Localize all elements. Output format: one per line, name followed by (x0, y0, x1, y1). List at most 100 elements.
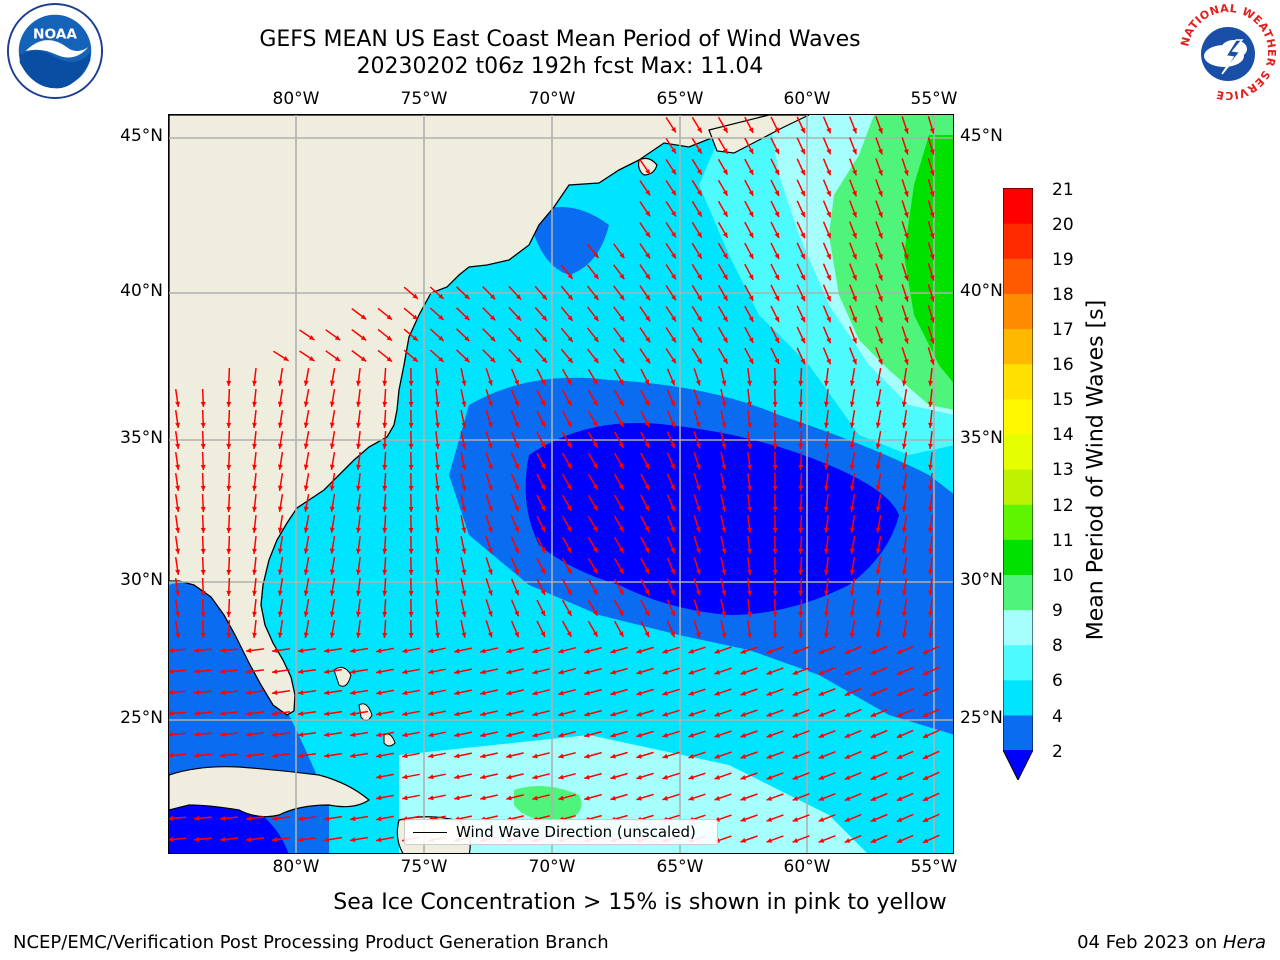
wind-wave-arrowhead (722, 148, 728, 154)
wind-wave-arrowhead (618, 505, 624, 511)
wind-wave-arrowhead (408, 590, 414, 596)
wind-wave-arrowhead (644, 505, 650, 511)
wind-wave-arrowhead (688, 795, 694, 801)
wind-wave-arrowhead (376, 690, 382, 696)
wind-wave-arrowhead (670, 526, 675, 533)
wind-wave-arrowhead (722, 211, 728, 217)
wind-wave-arrowhead (774, 211, 779, 218)
wind-wave-arrowhead (824, 506, 829, 512)
wind-wave-arrowhead (593, 315, 599, 322)
wind-wave-arrowhead (818, 733, 825, 738)
wind-wave-arrowhead (670, 568, 675, 575)
wind-wave-arrowhead (175, 464, 180, 470)
wind-wave-arrowhead (688, 774, 694, 780)
wind-wave-arrowhead (566, 526, 572, 532)
wind-wave-arrowhead (766, 712, 773, 717)
wind-wave-arrowhead (169, 752, 174, 758)
wind-wave-arrowhead (487, 443, 493, 449)
map-panel[interactable] (168, 114, 954, 854)
wind-wave-arrowhead (695, 611, 701, 617)
wind-wave-arrowhead (697, 316, 702, 322)
colorbar-block (1003, 188, 1033, 224)
wind-wave-arrowhead (220, 816, 226, 821)
wind-wave-arrowhead (800, 232, 805, 239)
wind-wave-arrowhead (220, 690, 226, 695)
wind-wave-arrowhead (532, 774, 538, 780)
wind-wave-arrowhead (532, 690, 538, 696)
wind-wave-arrowhead (464, 294, 470, 300)
wind-wave-arrowhead (246, 837, 252, 842)
wind-wave-arrowhead (662, 732, 668, 738)
wind-wave-arrowhead (818, 670, 825, 675)
colorbar-tick: 2 (1052, 742, 1063, 762)
wind-wave-arrowhead (461, 380, 467, 386)
wind-wave-arrowhead (506, 648, 512, 654)
wind-wave-arrowhead (428, 711, 434, 717)
wind-wave-arrowhead (772, 506, 778, 512)
wind-wave-arrowhead (619, 357, 625, 364)
wind-wave-arrowhead (695, 380, 701, 386)
wind-wave-arrowhead (852, 337, 857, 344)
wind-wave-arrowhead (252, 527, 257, 533)
wind-wave-arrowhead (644, 442, 650, 448)
wind-wave-arrowhead (382, 548, 388, 554)
wind-wave-arrowhead (490, 315, 496, 321)
wind-wave-arrowhead (298, 669, 304, 675)
wind-wave-arrowhead (740, 775, 747, 780)
wind-wave-arrowhead (740, 691, 747, 696)
wind-wave-arrowhead (329, 632, 335, 638)
wind-wave-arrowhead (766, 796, 773, 801)
wind-wave-arrowhead (800, 316, 805, 323)
wind-wave-arrowhead (566, 547, 572, 553)
wind-wave-arrowhead (747, 506, 752, 512)
colorbar-block (1003, 539, 1033, 575)
wind-wave-arrowhead (928, 506, 933, 512)
wind-wave-arrowhead (540, 505, 545, 511)
wind-wave-arrowhead (514, 526, 519, 533)
wind-wave-arrowhead (454, 690, 460, 696)
wind-wave-arrowhead (645, 210, 651, 217)
wind-wave-arrowhead (824, 569, 829, 575)
wind-wave-arrowhead (747, 569, 752, 575)
wind-wave-arrowhead (903, 149, 909, 155)
wind-wave-arrowhead (169, 731, 174, 737)
wind-wave-arrowhead (593, 273, 599, 280)
wind-wave-arrowhead (506, 711, 512, 717)
wind-wave-arrowhead (220, 753, 226, 758)
wind-wave-arrowhead (688, 711, 694, 717)
wind-wave-arrowhead (849, 506, 855, 512)
wind-wave-arrowhead (506, 690, 512, 696)
wind-wave-arrowhead (774, 295, 779, 302)
wind-wave-arrowhead (200, 590, 206, 596)
wind-wave-arrowhead (506, 795, 512, 801)
wind-wave-arrowhead (454, 774, 460, 780)
wind-wave-arrowhead (514, 400, 519, 407)
wind-wave-arrowhead (721, 590, 727, 596)
footer-credit: NCEP/EMC/Verification Post Processing Pr… (13, 932, 609, 953)
wind-wave-arrowhead (592, 589, 598, 595)
wind-wave-arrowhead (747, 401, 752, 407)
wind-wave-arrowhead (408, 401, 414, 407)
wind-wave-arrowhead (428, 795, 434, 801)
wind-wave-arrowhead (428, 669, 434, 675)
wind-wave-arrowhead (175, 401, 180, 407)
wind-wave-arrowhead (800, 127, 805, 134)
colorbar-outline (1003, 188, 1033, 780)
wind-wave-arrowhead (584, 669, 590, 675)
wind-wave-arrowhead (541, 357, 547, 363)
wind-wave-arrowhead (870, 754, 877, 759)
wind-wave-arrowhead (772, 485, 778, 491)
wind-wave-arrowhead (645, 189, 651, 196)
wind-wave-arrowhead (670, 547, 675, 554)
wind-wave-arrowhead (324, 753, 330, 759)
wind-wave-arrowhead (610, 711, 616, 717)
wind-wave-arrowhead (740, 712, 747, 717)
wind-wave-arrowhead (774, 274, 779, 281)
wind-wave-arrowhead (252, 485, 257, 491)
wind-wave-arrowhead (540, 484, 545, 490)
wind-wave-arrowhead (487, 422, 493, 428)
wind-wave-arrowhead (824, 380, 829, 386)
wind-wave-arrowhead (480, 711, 486, 717)
wind-wave-arrowhead (200, 485, 206, 491)
wind-wave-arrowhead (766, 838, 773, 843)
